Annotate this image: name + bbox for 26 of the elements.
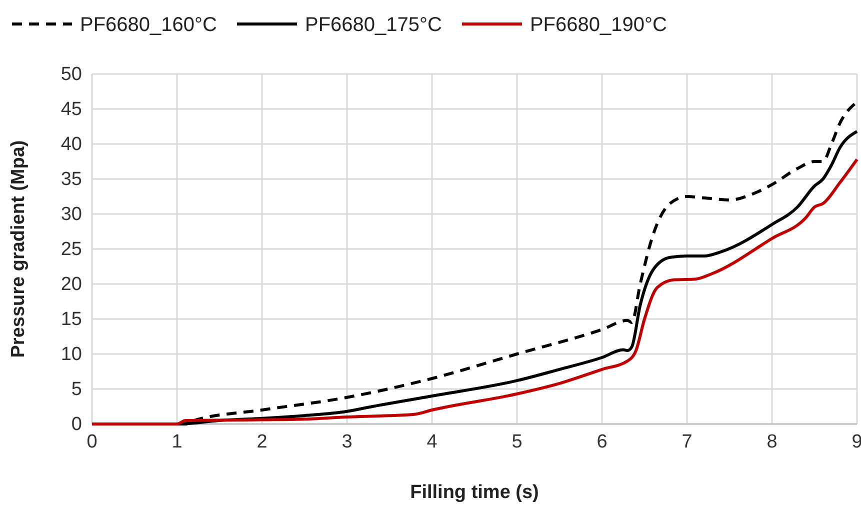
x-tick-label: 6	[596, 431, 608, 452]
legend-label: PF6680_160°C	[80, 14, 217, 36]
y-tick-label: 50	[60, 64, 82, 86]
x-tick-label: 7	[682, 431, 692, 452]
x-tick-label: 9	[852, 431, 861, 452]
x-tick-label: 0	[86, 431, 98, 452]
x-tick-label: 2	[256, 431, 268, 452]
y-tick-label: 30	[60, 204, 82, 226]
y-axis-title: Pressure gradient (Mpa)	[8, 140, 29, 358]
y-tick-label: 0	[71, 414, 82, 436]
x-tick-label: 8	[766, 431, 778, 452]
y-tick-label: 20	[60, 274, 82, 296]
x-tick-label: 4	[426, 431, 438, 452]
legend-label: PF6680_190°C	[530, 14, 667, 36]
x-tick-label: 3	[342, 431, 352, 452]
x-axis-title: Filling time (s)	[410, 482, 539, 503]
x-tick-label: 5	[512, 431, 522, 452]
y-tick-label: 35	[60, 169, 82, 190]
y-tick-label: 10	[60, 344, 82, 366]
y-tick-label: 5	[71, 379, 82, 400]
x-tick-label: 1	[172, 431, 182, 452]
y-tick-label: 25	[60, 239, 82, 260]
y-tick-label: 15	[60, 309, 82, 330]
y-tick-label: 45	[60, 99, 82, 120]
legend-label: PF6680_175°C	[304, 14, 442, 36]
y-tick-label: 40	[60, 134, 82, 156]
